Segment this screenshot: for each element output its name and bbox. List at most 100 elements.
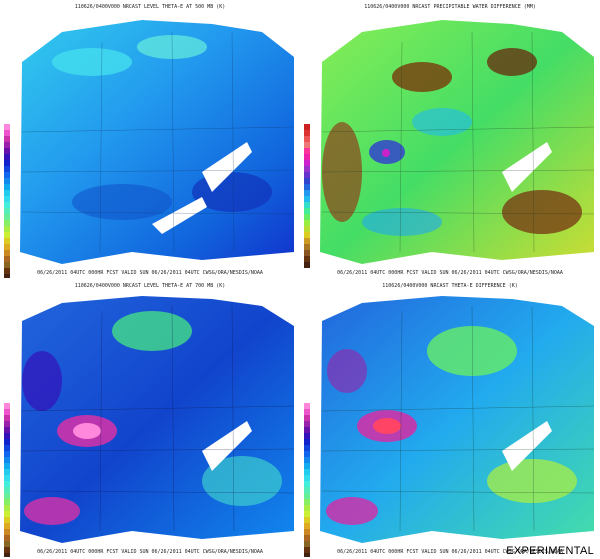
- color-scale-swatch: [4, 262, 10, 268]
- color-scale-swatch: [304, 445, 310, 451]
- color-scale-swatch: [4, 403, 10, 409]
- color-scale-swatch: [4, 244, 10, 250]
- color-scale-swatch: [4, 202, 10, 208]
- color-scale-swatch: [4, 172, 10, 178]
- color-scale-swatch: [4, 553, 10, 557]
- color-scale-swatch: [4, 208, 10, 214]
- color-scale-swatch: [4, 469, 10, 475]
- color-scale-swatch: [4, 232, 10, 238]
- color-scale-swatch: [4, 250, 10, 256]
- color-scale-swatch: [4, 421, 10, 427]
- color-scale-swatch: [304, 481, 310, 487]
- color-scale-swatch: [4, 178, 10, 184]
- color-scale-swatch: [304, 409, 310, 415]
- color-scale-swatch: [4, 274, 10, 278]
- color-scale-swatch: [4, 220, 10, 226]
- color-scale-swatch: [304, 415, 310, 421]
- color-scale-swatch: [4, 184, 10, 190]
- color-scale-swatch: [4, 541, 10, 547]
- color-scale-swatch: [304, 124, 310, 130]
- color-scale-swatch: [304, 232, 310, 238]
- color-scale-swatch: [4, 475, 10, 481]
- color-scale-swatch: [304, 166, 310, 172]
- color-scale-swatch: [4, 409, 10, 415]
- map-field-pw-diff: [320, 20, 595, 264]
- color-scale-swatch: [304, 511, 310, 517]
- color-scale-swatch: [4, 148, 10, 154]
- map-field-theta-e-diff: [320, 296, 595, 543]
- color-scale-swatch: [4, 196, 10, 202]
- color-scale-swatch: [4, 457, 10, 463]
- color-scale-swatch: [304, 523, 310, 529]
- color-scale-swatch: [4, 190, 10, 196]
- color-scale-swatch: [304, 262, 310, 268]
- color-scale-swatch: [4, 481, 10, 487]
- color-scale-swatch: [304, 427, 310, 433]
- color-scale-swatch: [4, 433, 10, 439]
- map-field-500mb: [20, 20, 295, 264]
- color-scale-swatch: [304, 196, 310, 202]
- color-scale-swatch: [4, 268, 10, 274]
- color-scale-swatch: [4, 214, 10, 220]
- color-scale-swatch: [4, 238, 10, 244]
- panel-title: 110626/0400V000 NRCAST PRECIPITABLE WATE…: [364, 4, 536, 10]
- panel-footer: 06/26/2011 04UTC 000HR FCST VALID SUN 06…: [337, 270, 563, 276]
- color-scale-swatch: [304, 475, 310, 481]
- color-scale-swatch: [304, 184, 310, 190]
- map-panel-theta-e-500mb: 110626/0400V000 NRCAST LEVEL THETA-E AT …: [2, 2, 298, 278]
- color-scale-bar: [304, 124, 313, 268]
- color-scale-swatch: [304, 535, 310, 541]
- color-scale-swatch: [304, 142, 310, 148]
- color-scale-swatch: [4, 499, 10, 505]
- color-scale-swatch: [304, 457, 310, 463]
- panel-title: 110626/0400V000 NRCAST THETA-E DIFFERENC…: [382, 283, 518, 289]
- color-scale-swatch: [4, 142, 10, 148]
- color-scale-swatch: [4, 493, 10, 499]
- color-scale-swatch: [304, 256, 310, 262]
- color-scale-swatch: [304, 208, 310, 214]
- color-scale-swatch: [4, 463, 10, 469]
- color-scale-swatch: [4, 505, 10, 511]
- panel-title: 110626/0400V000 NRCAST LEVEL THETA-E AT …: [74, 283, 226, 289]
- color-scale-swatch: [304, 172, 310, 178]
- color-scale-swatch: [304, 130, 310, 136]
- color-scale-swatch: [304, 433, 310, 439]
- color-scale-swatch: [304, 160, 310, 166]
- color-scale-swatch: [304, 517, 310, 523]
- color-scale-swatch: [4, 535, 10, 541]
- color-scale-swatch: [304, 499, 310, 505]
- color-scale-swatch: [4, 487, 10, 493]
- panel-footer: 06/26/2011 04UTC 000HR FCST VALID SUN 06…: [37, 549, 263, 555]
- map-panel-theta-e-700mb: 110626/0400V000 NRCAST LEVEL THETA-E AT …: [2, 281, 298, 557]
- color-scale-swatch: [4, 427, 10, 433]
- panel-title: 110626/0400V000 NRCAST LEVEL THETA-E AT …: [74, 4, 226, 10]
- color-scale-swatch: [304, 493, 310, 499]
- color-scale-swatch: [4, 529, 10, 535]
- color-scale-swatch: [304, 505, 310, 511]
- color-scale-swatch: [304, 541, 310, 547]
- color-scale-swatch: [4, 439, 10, 445]
- color-scale-swatch: [304, 451, 310, 457]
- color-scale-swatch: [304, 202, 310, 208]
- color-scale-swatch: [304, 463, 310, 469]
- color-scale-swatch: [304, 178, 310, 184]
- color-scale-swatch: [4, 166, 10, 172]
- color-scale-swatch: [304, 439, 310, 445]
- color-scale-swatch: [304, 190, 310, 196]
- color-scale-swatch: [304, 469, 310, 475]
- map-field-700mb: [20, 296, 295, 543]
- color-scale-swatch: [304, 547, 310, 553]
- experimental-watermark: EXPERIMENTAL: [506, 545, 594, 557]
- map-panel-theta-e-difference: 110626/0400V000 NRCAST THETA-E DIFFERENC…: [302, 281, 598, 557]
- color-scale-swatch: [304, 154, 310, 160]
- color-scale-swatch: [4, 130, 10, 136]
- color-scale-swatch: [4, 445, 10, 451]
- color-scale-swatch: [4, 226, 10, 232]
- panel-footer: 06/26/2011 04UTC 000HR FCST VALID SUN 06…: [337, 549, 563, 555]
- color-scale-swatch: [4, 154, 10, 160]
- color-scale-swatch: [4, 451, 10, 457]
- color-scale-swatch: [304, 148, 310, 154]
- color-scale-swatch: [4, 415, 10, 421]
- color-scale-swatch: [304, 553, 310, 557]
- color-scale-bar: [4, 124, 13, 278]
